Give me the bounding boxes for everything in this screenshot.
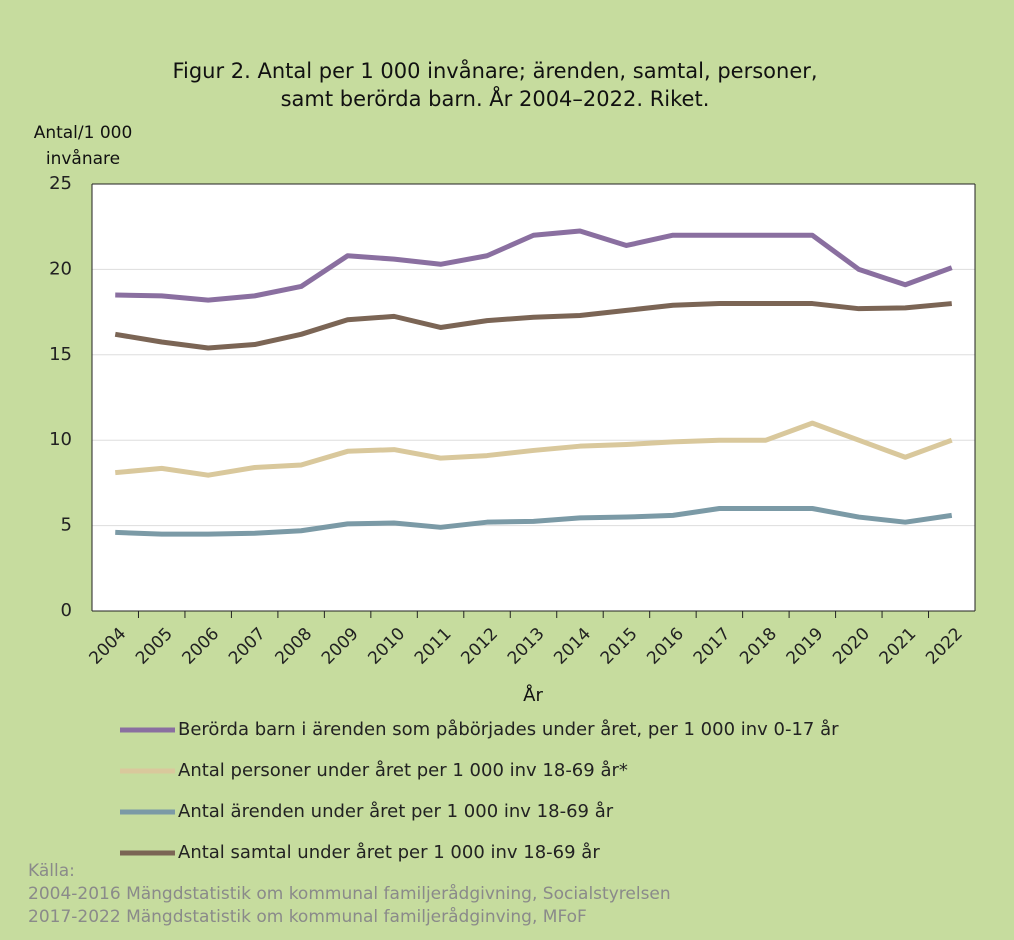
x-tick-label: 2022 xyxy=(922,624,967,669)
x-tick-label: 2011 xyxy=(411,624,456,669)
x-tick-label: 2017 xyxy=(690,624,735,669)
source-line: Källa: xyxy=(28,861,75,881)
x-tick-label: 2016 xyxy=(643,624,688,669)
y-tick-label: 0 xyxy=(61,600,72,621)
x-tick-label: 2006 xyxy=(179,624,224,669)
source-line: 2017-2022 Mängdstatistik om kommunal fam… xyxy=(28,907,587,927)
plot-area xyxy=(92,184,975,611)
x-tick-label: 2007 xyxy=(225,624,270,669)
x-tick-label: 2010 xyxy=(364,624,409,669)
y-tick-label: 15 xyxy=(49,344,72,365)
source-line: 2004-2016 Mängdstatistik om kommunal fam… xyxy=(28,884,671,904)
legend-label: Antal ärenden under året per 1 000 inv 1… xyxy=(178,801,614,822)
y-tick-label: 10 xyxy=(49,429,72,450)
x-tick-label: 2004 xyxy=(86,624,131,669)
y-tick-label: 5 xyxy=(61,515,72,536)
x-tick-label: 2018 xyxy=(736,624,781,669)
legend-label: Antal samtal under året per 1 000 inv 18… xyxy=(178,842,600,863)
x-tick-label: 2009 xyxy=(318,624,363,669)
y-tick-label: 20 xyxy=(49,258,72,279)
series-line xyxy=(115,506,953,537)
x-tick-label: 2021 xyxy=(876,624,921,669)
y-tick-label: 25 xyxy=(49,173,72,194)
series-line xyxy=(115,228,953,303)
y-axis-label: Antal/1 000 invånare xyxy=(33,123,133,169)
series-line xyxy=(115,420,953,478)
series-line xyxy=(114,301,952,351)
x-tick-label: 2020 xyxy=(829,624,874,669)
source: Källa: 2004-2016 Mängdstatistik om kommun… xyxy=(28,860,671,929)
x-tick-label: 2005 xyxy=(132,624,177,669)
chart-title: Figur 2. Antal per 1 000 invånare; ärend… xyxy=(172,59,818,111)
x-tick-label: 2012 xyxy=(457,624,502,669)
x-tick-label: 2014 xyxy=(550,624,595,669)
legend-label: Berörda barn i ärenden som påbörjades un… xyxy=(178,719,839,740)
legend-label: Antal personer under året per 1 000 inv … xyxy=(178,760,628,781)
x-tick-label: 2013 xyxy=(504,624,549,669)
x-axis-label: År xyxy=(523,685,543,706)
x-tick-label: 2019 xyxy=(783,624,828,669)
x-tick-label: 2008 xyxy=(271,624,316,669)
x-tick-label: 2015 xyxy=(597,624,642,669)
